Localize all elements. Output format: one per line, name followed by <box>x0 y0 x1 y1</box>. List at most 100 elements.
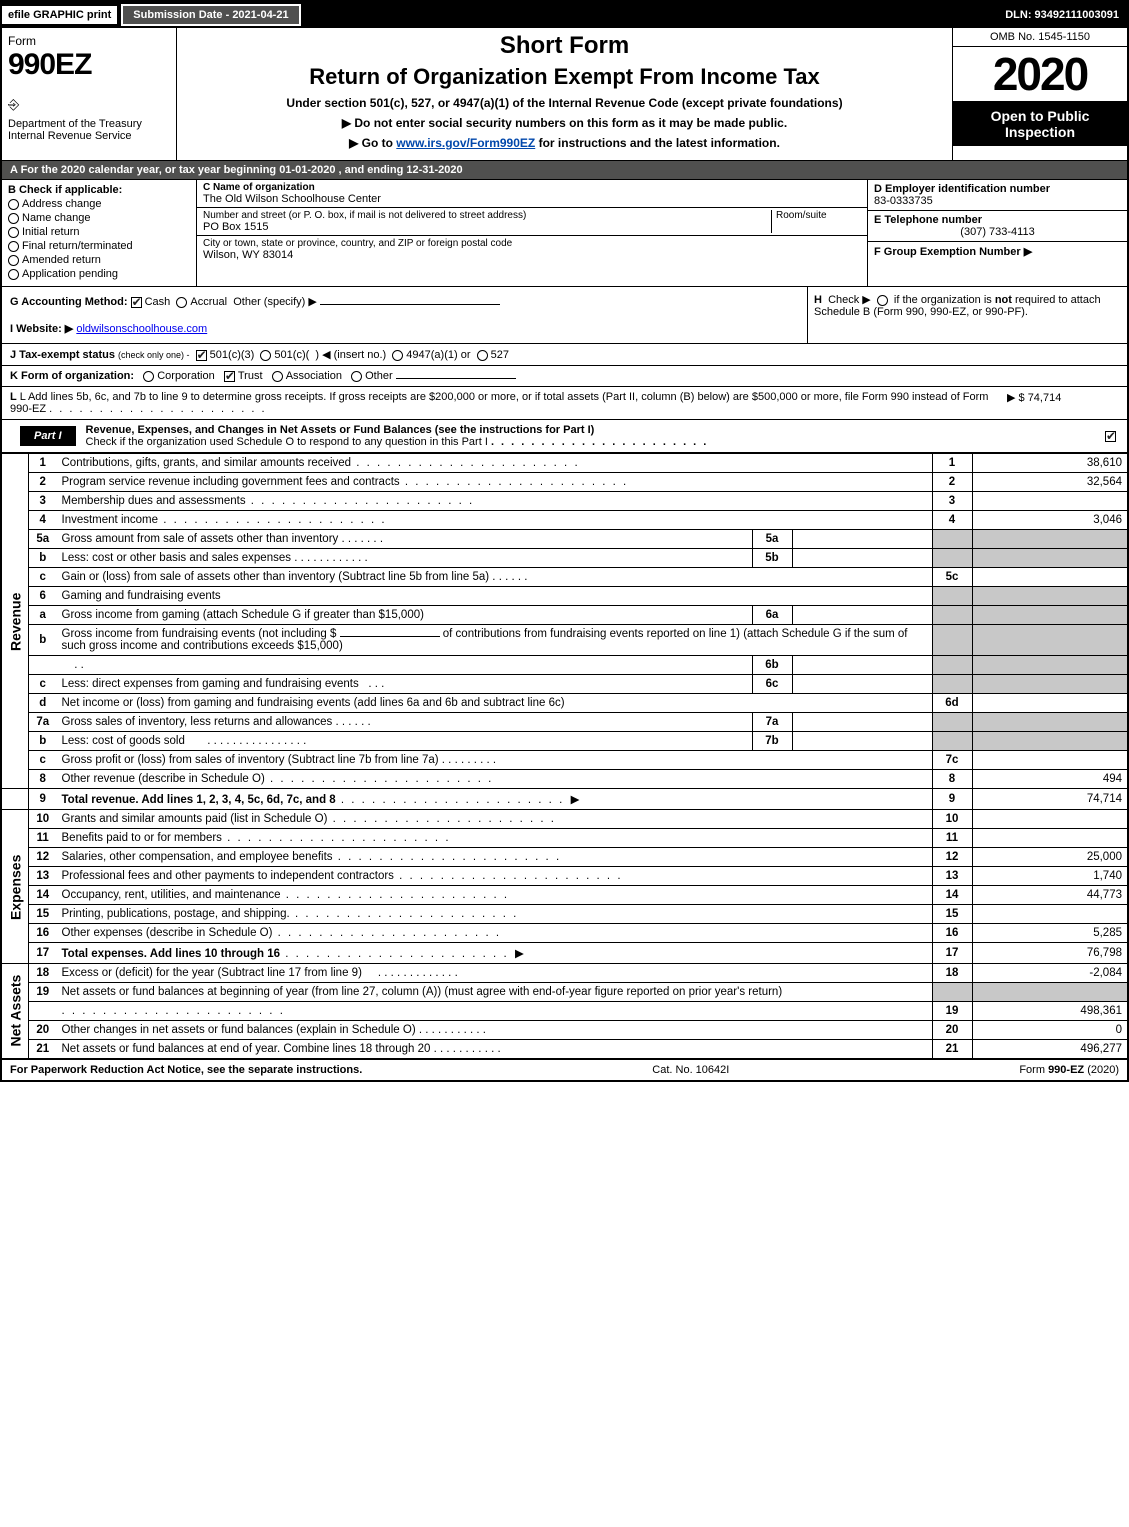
checkbox-final-return[interactable] <box>8 241 19 252</box>
checkbox-h[interactable] <box>877 295 888 306</box>
dept-treasury: Department of the Treasury <box>8 118 170 130</box>
c-city-label: City or town, state or province, country… <box>203 238 861 249</box>
f-group-label: F Group Exemption Number ▶ <box>874 246 1032 258</box>
accounting-row: G Accounting Method: Cash Accrual Other … <box>2 287 1127 344</box>
side-label-net-assets: Net Assets <box>2 964 29 1059</box>
box-b: B Check if applicable: Address change Na… <box>2 180 197 286</box>
checkbox-trust[interactable] <box>224 371 235 382</box>
short-form-title: Short Form <box>187 32 942 60</box>
checkbox-name-change[interactable] <box>8 213 19 224</box>
line-a-tax-year: A For the 2020 calendar year, or tax yea… <box>2 161 1127 180</box>
checkbox-corporation[interactable] <box>143 371 154 382</box>
form-number: 990EZ <box>8 48 170 82</box>
box-d: D Employer identification number 83-0333… <box>867 180 1127 286</box>
checkbox-amended-return[interactable] <box>8 255 19 266</box>
box-b-title: B Check if applicable: <box>8 184 122 196</box>
checkbox-501c[interactable] <box>260 350 271 361</box>
part1-check-line: Check if the organization used Schedule … <box>86 436 488 448</box>
checkbox-4947[interactable] <box>392 350 403 361</box>
box-h: H Check ▶ if the organization is not req… <box>807 287 1127 343</box>
c-street-label: Number and street (or P. O. box, if mail… <box>203 210 771 221</box>
line-10-value <box>972 810 1127 829</box>
form-word: Form <box>8 34 170 48</box>
j-sub: (check only one) - <box>118 350 190 360</box>
checkbox-application-pending[interactable] <box>8 269 19 280</box>
header-left: Form 990EZ ⎆ Department of the Treasury … <box>2 28 177 160</box>
dept-irs: Internal Revenue Service <box>8 130 170 142</box>
financial-table: Revenue 1 Contributions, gifts, grants, … <box>2 453 1127 1058</box>
line-1-value: 38,610 <box>972 454 1127 473</box>
line-k: K Form of organization: Corporation Trus… <box>2 366 1127 387</box>
line-16-value: 5,285 <box>972 924 1127 943</box>
website-link[interactable]: oldwilsonschoolhouse.com <box>76 323 207 335</box>
c-room-label: Room/suite <box>776 210 861 221</box>
footer: For Paperwork Reduction Act Notice, see … <box>2 1058 1127 1080</box>
form-header: Form 990EZ ⎆ Department of the Treasury … <box>2 28 1127 161</box>
line-5c-value <box>972 568 1127 587</box>
header-right: OMB No. 1545-1150 2020 Open to Public In… <box>952 28 1127 160</box>
line-12-value: 25,000 <box>972 848 1127 867</box>
line-8-value: 494 <box>972 770 1127 789</box>
checkbox-address-change[interactable] <box>8 199 19 210</box>
footer-left: For Paperwork Reduction Act Notice, see … <box>10 1064 362 1076</box>
line-15-value <box>972 905 1127 924</box>
checkbox-cash[interactable] <box>131 297 142 308</box>
checkbox-other-org[interactable] <box>351 371 362 382</box>
line-l-amount: ▶ $ 74,714 <box>999 391 1119 415</box>
tax-year: 2020 <box>953 47 1127 102</box>
org-name: The Old Wilson Schoolhouse Center <box>203 193 861 205</box>
d-ein-value: 83-0333735 <box>874 195 933 207</box>
line-11-value <box>972 829 1127 848</box>
checkbox-association[interactable] <box>272 371 283 382</box>
footer-center: Cat. No. 10642I <box>652 1064 729 1076</box>
c-name-label: C Name of organization <box>203 182 861 193</box>
checkbox-501c3[interactable] <box>196 350 207 361</box>
d-ein-label: D Employer identification number <box>874 183 1050 195</box>
efile-label: efile GRAPHIC print <box>2 6 117 24</box>
goto-link[interactable]: www.irs.gov/Form990EZ <box>396 136 535 150</box>
ssn-warning: ▶ Do not enter social security numbers o… <box>187 116 942 130</box>
part1-header: Part I Revenue, Expenses, and Changes in… <box>2 420 1127 453</box>
line-14-value: 44,773 <box>972 886 1127 905</box>
org-street: PO Box 1515 <box>203 221 771 233</box>
box-c: C Name of organization The Old Wilson Sc… <box>197 180 867 286</box>
line-20-value: 0 <box>972 1021 1127 1040</box>
footer-right: Form 990-EZ (2020) <box>1019 1064 1119 1076</box>
box-g: G Accounting Method: Cash Accrual Other … <box>2 287 807 343</box>
line-3-value <box>972 492 1127 511</box>
checkbox-schedule-o[interactable] <box>1105 431 1116 442</box>
side-label-expenses: Expenses <box>2 810 29 964</box>
under-section: Under section 501(c), 527, or 4947(a)(1)… <box>187 96 942 110</box>
part1-label: Part I <box>20 426 76 446</box>
goto-pre: ▶ Go to <box>349 136 396 150</box>
line-9-value: 74,714 <box>972 789 1127 810</box>
g-label: G Accounting Method: <box>10 296 128 308</box>
goto-post: for instructions and the latest informat… <box>539 136 780 150</box>
info-block: B Check if applicable: Address change Na… <box>2 180 1127 287</box>
e-phone-label: E Telephone number <box>874 214 982 226</box>
line-6d-value <box>972 694 1127 713</box>
checkbox-accrual[interactable] <box>176 297 187 308</box>
line-2-value: 32,564 <box>972 473 1127 492</box>
org-city: Wilson, WY 83014 <box>203 249 861 261</box>
line-17-value: 76,798 <box>972 943 1127 964</box>
line-18-value: -2,084 <box>972 964 1127 983</box>
line-19-value: 498,361 <box>972 1002 1127 1021</box>
header-center: Short Form Return of Organization Exempt… <box>177 28 952 160</box>
submission-date: Submission Date - 2021-04-21 <box>121 4 300 26</box>
goto-line: ▶ Go to www.irs.gov/Form990EZ for instru… <box>187 136 942 150</box>
checkbox-527[interactable] <box>477 350 488 361</box>
checkbox-initial-return[interactable] <box>8 227 19 238</box>
line-4-value: 3,046 <box>972 511 1127 530</box>
i-website-label: I Website: ▶ <box>10 323 73 335</box>
part1-title: Revenue, Expenses, and Changes in Net As… <box>82 420 1095 452</box>
line-13-value: 1,740 <box>972 867 1127 886</box>
top-bar: efile GRAPHIC print Submission Date - 20… <box>2 2 1127 28</box>
j-label: J Tax-exempt status <box>10 349 115 361</box>
line-j: J Tax-exempt status (check only one) - 5… <box>2 344 1127 366</box>
omb-number: OMB No. 1545-1150 <box>953 28 1127 47</box>
side-label-revenue: Revenue <box>2 454 29 789</box>
line-l: L L Add lines 5b, 6c, and 7b to line 9 t… <box>2 387 1127 420</box>
k-label: K Form of organization: <box>10 370 134 382</box>
e-phone-value: (307) 733-4113 <box>874 226 1121 238</box>
